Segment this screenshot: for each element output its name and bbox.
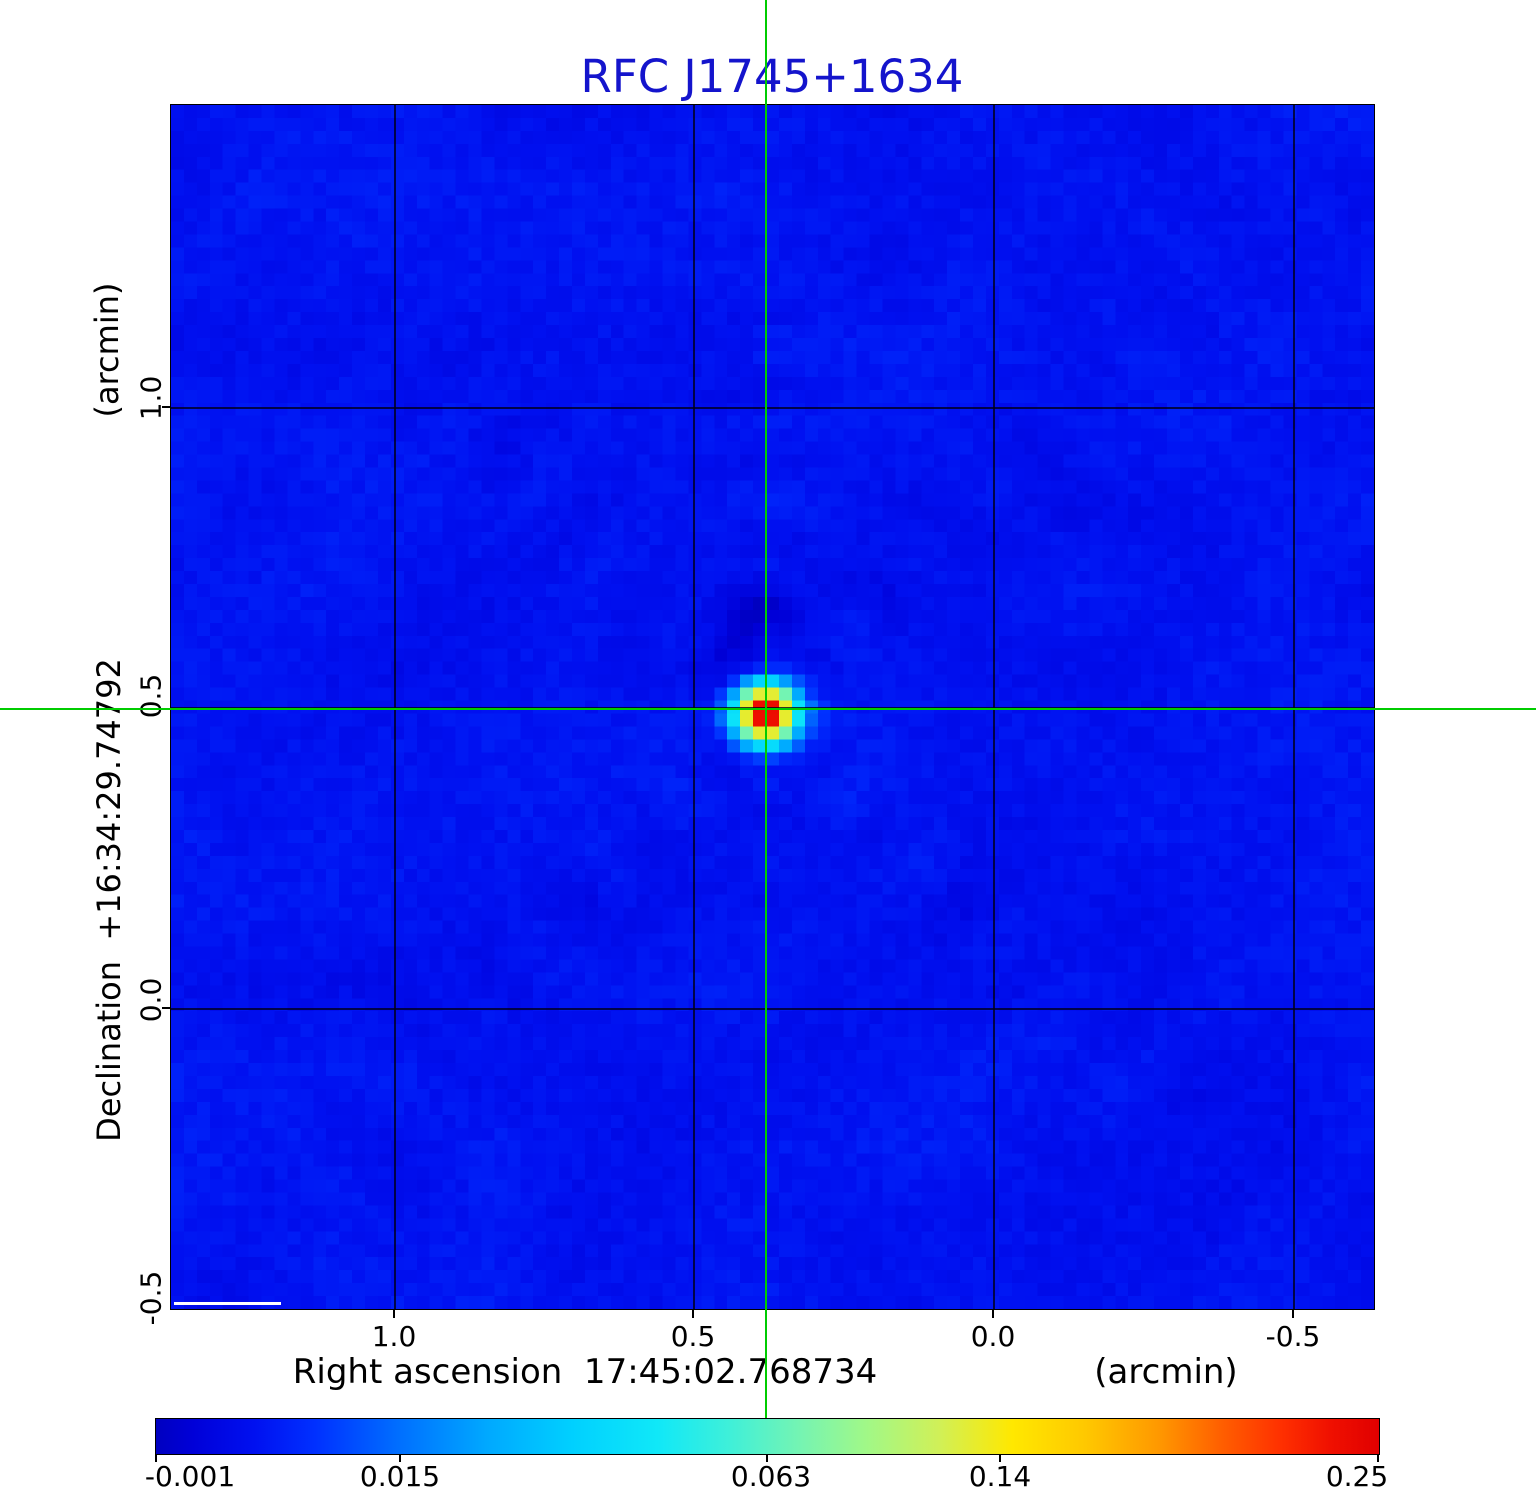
x-tick-label--0.5: -0.5 <box>1265 1320 1321 1353</box>
y-tick-label-0.5: 0.5 <box>134 673 168 719</box>
x-tickmark-1.0 <box>393 1310 395 1318</box>
sky-map <box>170 104 1375 1310</box>
x-axis-unit-label: (arcmin) <box>1094 1352 1238 1392</box>
colorbar-label-2: 0.063 <box>730 1460 812 1493</box>
y-tickmark-0.0 <box>162 1007 170 1009</box>
x-tick-label-0.5: 0.5 <box>670 1320 716 1353</box>
x-axis-label: Right ascension 17:45:02.768734 <box>292 1352 878 1392</box>
colorbar-label-1: 0.015 <box>359 1460 441 1493</box>
colorbar <box>155 1418 1380 1455</box>
colorbar-tickmark-1 <box>399 1454 401 1462</box>
y-tick-label--0.5: -0.5 <box>134 1270 168 1326</box>
colorbar-tickmark-4 <box>1377 1454 1379 1462</box>
x-tickmark--0.5 <box>1292 1310 1294 1318</box>
colorbar-label-4: 0.25 <box>1325 1460 1389 1493</box>
y-tick-label-1.0: 1.0 <box>134 375 168 421</box>
beam-scale-bar <box>174 1302 281 1305</box>
y-axis-unit-label: (arcmin) <box>88 282 126 418</box>
x-tick-label-0.0: 0.0 <box>970 1320 1016 1353</box>
colorbar-tickmark-0 <box>155 1454 157 1462</box>
y-axis-label: Declination +16:34:29.74792 <box>90 658 128 1142</box>
x-tickmark-0.5 <box>692 1310 694 1318</box>
x-tick-label-1.0: 1.0 <box>371 1320 417 1353</box>
colorbar-gradient <box>156 1419 1379 1454</box>
grid-line-dec-0.0 <box>171 1008 1374 1010</box>
crosshair-horizontal-line <box>0 708 1536 710</box>
y-tickmark-1.0 <box>162 406 170 408</box>
colorbar-tickmark-2 <box>766 1454 768 1462</box>
y-tick-label-0.0: 0.0 <box>134 977 168 1023</box>
colorbar-label-0: -0.001 <box>144 1460 236 1493</box>
colorbar-label-3: 0.14 <box>968 1460 1032 1493</box>
plot-title: RFC J1745+1634 <box>580 50 964 103</box>
grid-line-dec-1.0 <box>171 407 1374 409</box>
colorbar-tickmark-3 <box>999 1454 1001 1462</box>
x-tickmark-0.0 <box>992 1310 994 1318</box>
